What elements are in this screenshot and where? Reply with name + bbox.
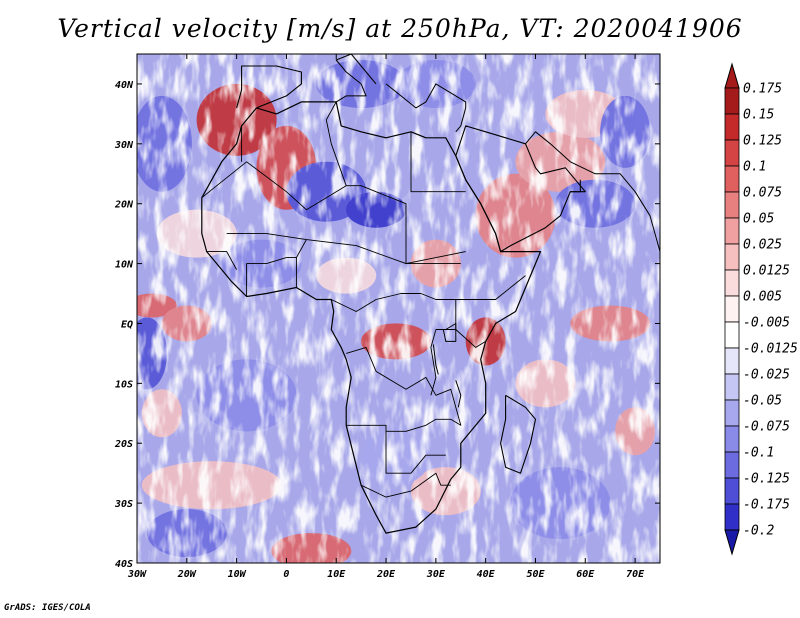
colorbar-label: -0.2 (743, 524, 774, 539)
country-border (346, 346, 462, 432)
lon-tick-label: 10W (228, 569, 247, 580)
lat-tick-label: 10N (115, 260, 134, 271)
colorbar-label: 0.0125 (743, 264, 790, 279)
africa-coastline (201, 101, 542, 534)
colorbar-segment (724, 191, 740, 219)
colorbar-label: 0.175 (743, 82, 782, 97)
colorbar-segment (724, 217, 740, 245)
lon-tick-label: 10E (327, 569, 346, 580)
colorbar-segment (724, 425, 740, 453)
country-border (206, 251, 237, 270)
lat-tick-label: 30S (114, 499, 133, 510)
colorbar-segment (724, 165, 740, 193)
country-border (325, 101, 337, 144)
colorbar-label: -0.05 (743, 394, 782, 409)
lon-tick-label: 70E (626, 569, 645, 580)
chart-title: Vertical velocity [m/s] at 250hPa, VT: 2… (57, 14, 743, 43)
lat-tick-label: 20S (114, 439, 133, 450)
eastern-med-coastline (385, 83, 467, 133)
country-border (410, 131, 466, 193)
colorbar-segment (724, 451, 740, 479)
lon-tick-label: 30E (426, 569, 446, 580)
country-border (346, 424, 446, 474)
lat-tick-label: 20N (114, 200, 134, 211)
colorbar-top-arrow (724, 62, 740, 89)
colorbar-label: -0.075 (743, 420, 790, 435)
lon-tick-label: 0 (283, 569, 289, 580)
colorbar-segment (724, 295, 740, 323)
coastline-country-borders (201, 54, 660, 534)
lake-tanganyika (432, 344, 439, 375)
colorbar-segment (724, 87, 740, 115)
colorbar-bottom-arrow (724, 529, 740, 556)
colorbar-label: 0.125 (743, 134, 782, 149)
colorbar-label: 0.1 (743, 160, 766, 175)
persia-india-coastline (525, 131, 660, 252)
colorbar-label: -0.1 (743, 446, 774, 461)
colorbar-label: 0.05 (743, 212, 774, 227)
lon-tick-label: 20W (177, 569, 197, 580)
country-border (246, 239, 307, 297)
lon-tick-label: 40E (477, 569, 496, 580)
lon-tick-label: 60E (576, 569, 595, 580)
colorbar-label: -0.025 (743, 368, 790, 383)
credit-label: GrADS: IGES/COLA (4, 603, 91, 613)
colorbar-segment (724, 503, 740, 531)
lat-tick-label: 40N (115, 80, 134, 91)
colorbar-label: -0.0125 (743, 342, 798, 357)
colorbar-label: -0.125 (743, 472, 790, 487)
lat-tick-label: 10S (115, 379, 133, 390)
country-border (331, 275, 526, 312)
colorbar-segment (724, 243, 740, 271)
lat-tick-label: EQ (121, 319, 133, 330)
country-border (430, 329, 437, 396)
lake-victoria (442, 323, 457, 342)
country-border (226, 233, 461, 265)
colorbar-label: -0.005 (743, 316, 790, 331)
italy-coastline (335, 54, 377, 103)
colorbar-segment (724, 347, 740, 375)
map-axes: 30W 20W 10W 0 10E 20E 30E 40E 50E 60E 70E 40N 30N 20N… (114, 54, 660, 580)
colorbar-label: 0.005 (743, 290, 782, 305)
plot-frame (136, 53, 661, 564)
colorbar-label: 0.075 (743, 186, 782, 201)
colorbar-segment (724, 139, 740, 167)
colorbar-label: 0.025 (743, 238, 782, 253)
madagascar-coastline (500, 394, 537, 474)
country-border (360, 472, 451, 498)
colorbar-segment (724, 399, 740, 427)
field-texture (137, 54, 660, 563)
lon-tick-label: 30W (127, 569, 147, 580)
vertical-velocity-field (137, 54, 660, 563)
colorbar-segment (724, 269, 740, 297)
lat-tick-label: 30N (114, 140, 134, 151)
colorbar-segment (724, 321, 740, 349)
lon-tick-label: 20E (376, 569, 396, 580)
colorbar-segment (724, 477, 740, 505)
colorbar-segment (724, 113, 740, 141)
iberia-coastline (236, 65, 302, 109)
colorbar: 0.175 0.15 0.125 0.1 0.075 0.05 0.025 0.0125 0.0… (724, 62, 798, 556)
lat-tick-label: 40S (115, 559, 133, 570)
colorbar-label: 0.15 (743, 108, 774, 123)
lake-malawi (455, 380, 462, 408)
country-border (330, 143, 347, 186)
colorbar-label: -0.175 (743, 498, 790, 513)
colorbar-segment (724, 373, 740, 401)
oman-coastline (570, 179, 581, 193)
lon-tick-label: 50E (526, 569, 545, 580)
